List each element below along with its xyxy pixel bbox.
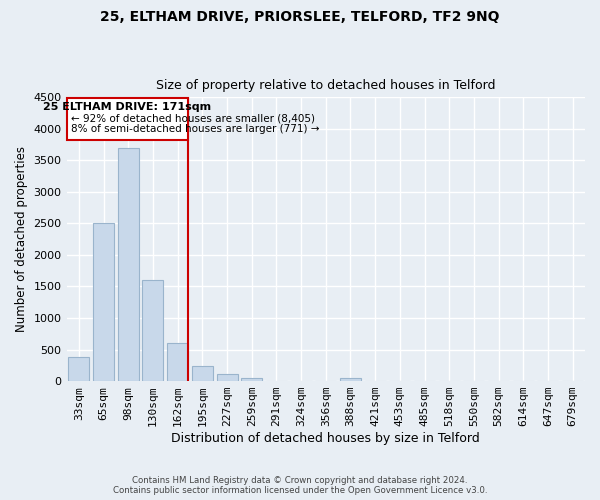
Text: 8% of semi-detached houses are larger (771) →: 8% of semi-detached houses are larger (7… [71,124,320,134]
Bar [340,378,361,381]
Text: ← 92% of detached houses are smaller (8,405): ← 92% of detached houses are smaller (8,… [71,113,316,123]
Bar [68,357,89,381]
Text: Contains HM Land Registry data © Crown copyright and database right 2024.
Contai: Contains HM Land Registry data © Crown c… [113,476,487,495]
FancyBboxPatch shape [67,98,188,140]
X-axis label: Distribution of detached houses by size in Telford: Distribution of detached houses by size … [172,432,480,445]
Text: 25 ELTHAM DRIVE: 171sqm: 25 ELTHAM DRIVE: 171sqm [43,102,211,112]
Bar [142,280,163,381]
Bar [192,366,213,381]
Bar [93,224,114,381]
Bar [118,148,139,381]
Title: Size of property relative to detached houses in Telford: Size of property relative to detached ho… [156,79,496,92]
Bar [167,343,188,381]
Text: 25, ELTHAM DRIVE, PRIORSLEE, TELFORD, TF2 9NQ: 25, ELTHAM DRIVE, PRIORSLEE, TELFORD, TF… [100,10,500,24]
Y-axis label: Number of detached properties: Number of detached properties [15,146,28,332]
Bar [241,378,262,381]
Bar [217,374,238,381]
